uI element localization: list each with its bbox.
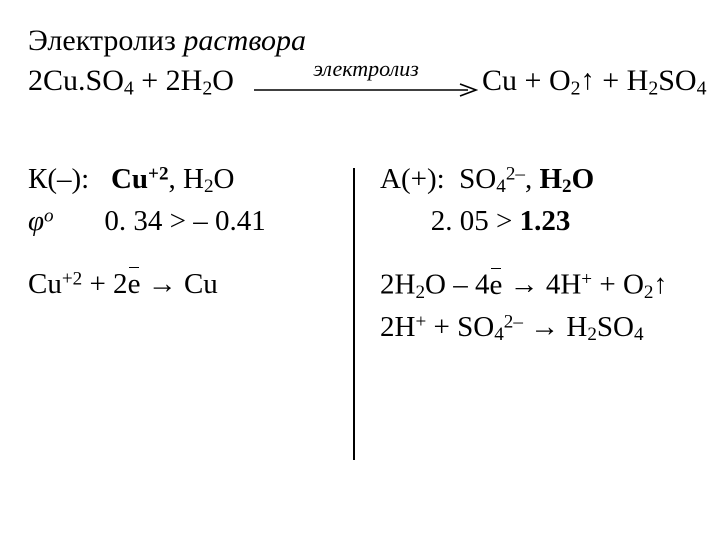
anode-label: А(+):	[380, 163, 445, 195]
eq-sp1: Cu.SO	[43, 64, 124, 97]
cathode-cu: Cu	[111, 163, 148, 195]
cathode-column: К(–): Cu+2, H2O φo 0. 34 > – 0.41 Cu+2 +…	[28, 160, 338, 304]
cathode-reaction-row: Cu+2 + 2e → Cu	[28, 265, 338, 304]
anode-reaction1-row: 2H2O – 4e → 4H+ + O2↑	[380, 265, 710, 306]
phi-symbol: φ	[28, 205, 44, 237]
eq-sp1-sub: 4	[124, 77, 134, 99]
rhs-sp2: O	[549, 64, 571, 97]
equation-row: 2Cu.SO4 + 2H2O электролиз Cu + O2↑ + H2S…	[28, 62, 692, 106]
cathode-o: O	[214, 163, 235, 195]
ar2-a: 2H	[380, 311, 415, 343]
eq-plus: +	[134, 64, 166, 97]
ar2-h-sub: 2	[587, 324, 597, 345]
anode-so-sup: 2–	[506, 163, 525, 184]
gap2	[380, 241, 710, 265]
ar1-arrow: → 4H	[502, 269, 581, 301]
anode-pot-a: 2. 05 >	[431, 205, 520, 237]
crxn-arrow: →	[140, 268, 184, 300]
ar2-arrow: → H	[523, 311, 587, 343]
ar1-hsup: +	[581, 269, 592, 290]
rhs-sp3-sub: 2	[648, 77, 658, 99]
cathode-potential-row: φo 0. 34 > – 0.41	[28, 202, 338, 241]
title-line: Электролиз раствора	[28, 22, 692, 60]
eq-coef2: 2	[166, 64, 181, 97]
ar2-b-sup: 2–	[504, 311, 523, 332]
gap1	[28, 241, 338, 265]
ar2-a-sup: +	[415, 311, 426, 332]
equation-lhs: 2Cu.SO4 + 2H2O	[28, 64, 234, 100]
ar1-c-sub: 2	[644, 282, 654, 303]
half-reactions-block: К(–): Cu+2, H2O φo 0. 34 > – 0.41 Cu+2 +…	[28, 160, 692, 490]
ar2-b: + SO	[426, 311, 494, 343]
eq-sp3: O	[212, 64, 234, 97]
rhs-sp2-sub: 2	[571, 77, 581, 99]
anode-h: H	[539, 163, 562, 195]
anode-h-sub: 2	[562, 176, 572, 197]
cathode-potentials: 0. 34 > – 0.41	[104, 205, 265, 237]
eq-sp2-sub: 2	[202, 77, 212, 99]
rhs-sp4-sub: 4	[697, 77, 707, 99]
title-word1: Электролиз	[28, 24, 176, 57]
up-arrow-icon: ↑	[653, 265, 667, 302]
column-divider	[353, 168, 355, 460]
rhs-sp4: SO	[658, 64, 696, 97]
ar2-c: SO	[597, 311, 634, 343]
eq-coef1: 2	[28, 64, 43, 97]
ar1-c: + O	[592, 269, 644, 301]
anode-species-row: А(+): SO42–, H2O	[380, 160, 710, 200]
anode-potential-row: 2. 05 > 1.23	[380, 202, 710, 241]
rhs-plus2: +	[595, 64, 627, 97]
arrow-svg	[254, 83, 478, 97]
phi-sup: o	[44, 205, 54, 226]
page-root: Электролиз раствора 2Cu.SO4 + 2H2O элект…	[28, 22, 692, 106]
cathode-h: H	[183, 163, 204, 195]
anode-o: O	[572, 163, 595, 195]
anode-column: А(+): SO42–, H2O 2. 05 > 1.23 2H2O – 4e …	[380, 160, 710, 348]
ar1-b: O – 4	[425, 269, 489, 301]
equation-arrow: электролиз	[254, 62, 478, 106]
rhs-sp3: H	[627, 64, 649, 97]
anode-so-sub: 4	[496, 176, 506, 197]
eq-sp2: H	[181, 64, 203, 97]
equation-rhs: Cu + O2↑ + H2SO4	[482, 64, 706, 100]
ar1-a: 2H	[380, 269, 415, 301]
cathode-species-row: К(–): Cu+2, H2O	[28, 160, 338, 200]
crxn-cu-sup: +2	[62, 269, 82, 290]
rhs-plus1: +	[517, 64, 549, 97]
anode-comma: ,	[525, 163, 540, 195]
ar2-b-sub: 4	[494, 324, 504, 345]
arrow-label: электролиз	[254, 56, 478, 82]
rhs-sp1: Cu	[482, 64, 517, 97]
electron-symbol: e	[128, 265, 141, 304]
ar2-c-sub: 4	[634, 324, 644, 345]
cathode-cu-sup: +2	[148, 163, 168, 184]
ar1-a-sub: 2	[415, 282, 425, 303]
cathode-label: К(–):	[28, 163, 89, 195]
crxn-plus: + 2	[82, 268, 127, 300]
anode-reaction2-row: 2H+ + SO42– → H2SO4	[380, 308, 710, 348]
electron-symbol-2: e	[489, 266, 502, 305]
rhs-up-arrow-icon: ↑	[581, 65, 595, 97]
title-word2: раствора	[183, 24, 306, 57]
cathode-h-sub: 2	[204, 176, 214, 197]
anode-pot-b: 1.23	[520, 205, 571, 237]
crxn-rhs: Cu	[184, 268, 218, 300]
cathode-comma: ,	[169, 163, 184, 195]
anode-so: SO	[459, 163, 496, 195]
crxn-cu: Cu	[28, 268, 62, 300]
